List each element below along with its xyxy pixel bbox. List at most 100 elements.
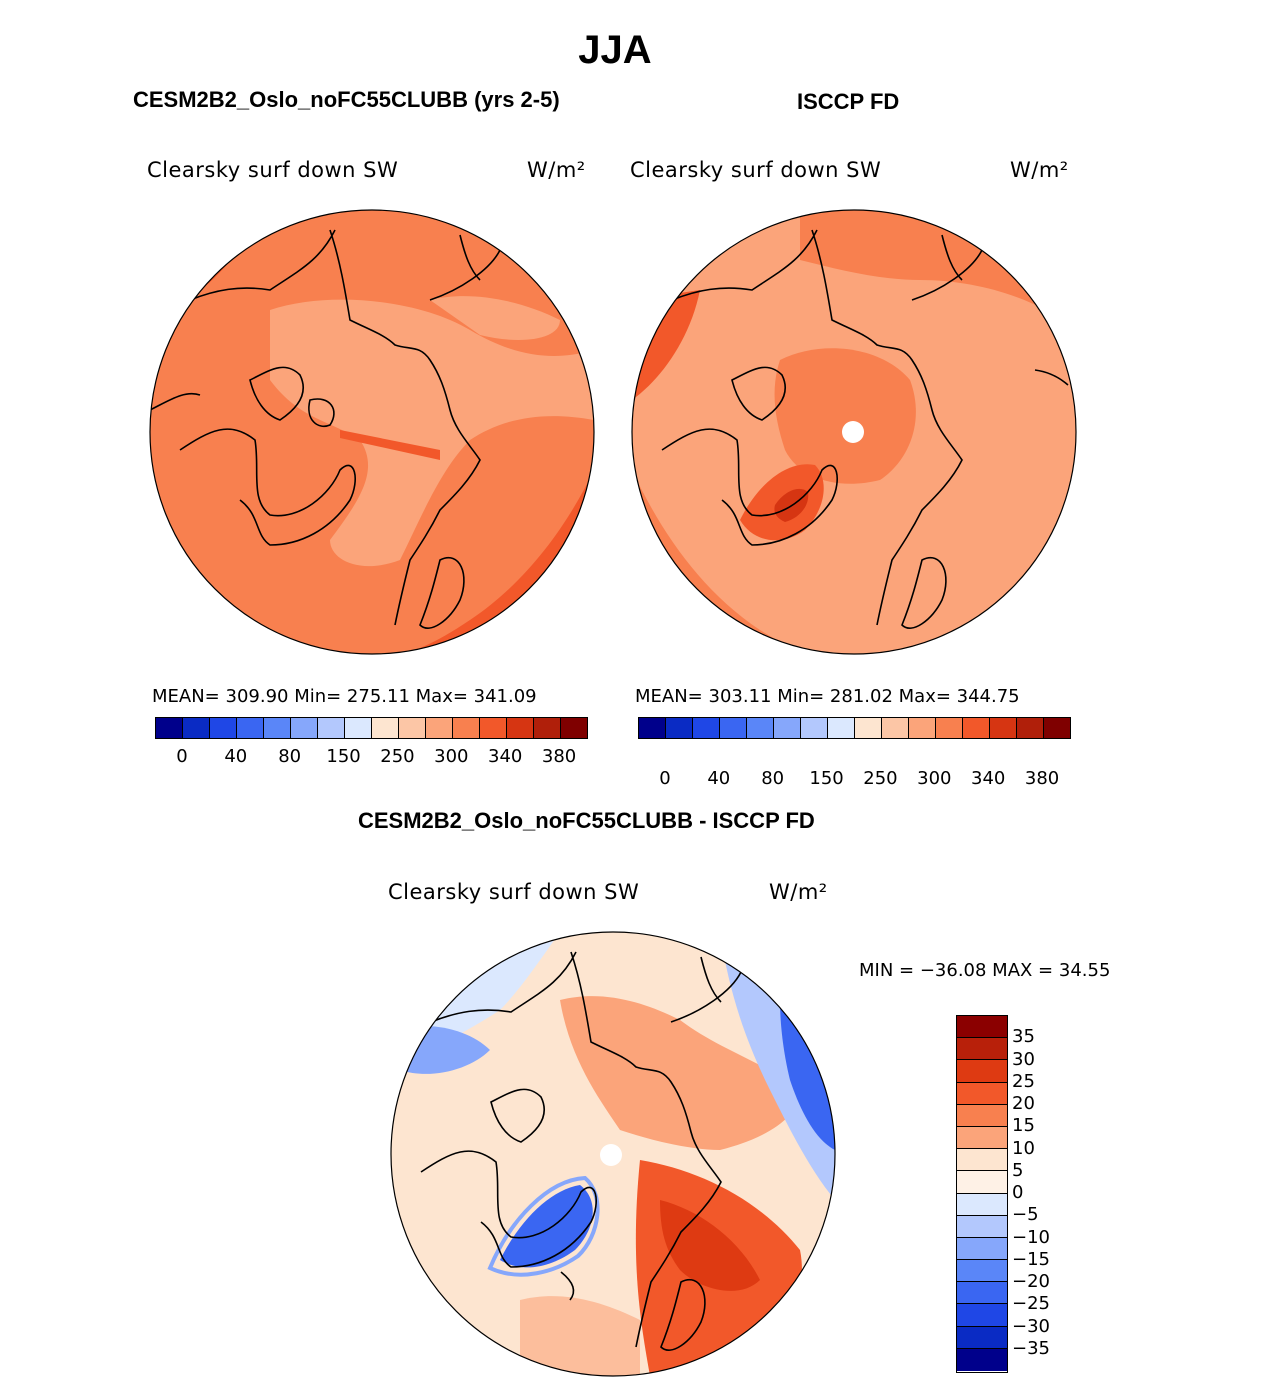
model-map-coastlines: [150, 229, 501, 629]
colorbar-cell: [345, 718, 372, 738]
colorbar-tick-label: 30: [1012, 1048, 1035, 1070]
diff-map-south-warm: [520, 1296, 640, 1376]
colorbar-cell: [774, 718, 801, 738]
colorbar-tick-label: 80: [278, 746, 302, 767]
colorbar-tick-label: 150: [326, 746, 361, 767]
colorbar-cell: [855, 718, 882, 738]
colorbar-tick-label: 25: [1012, 1070, 1035, 1092]
colorbar-cell: [957, 1304, 1007, 1327]
colorbar-tick-label: 0: [659, 768, 671, 789]
colorbar-cell: [453, 718, 480, 738]
colorbar-cell: [561, 718, 587, 738]
model-colorbar-ticks: 0 40 80 150 250 300 340 380: [155, 746, 586, 768]
colorbar-cell: [183, 718, 210, 738]
colorbar-tick-label: −5: [1012, 1204, 1039, 1226]
model-map-pale-patch: [430, 296, 560, 340]
obs-map-coastlines: [661, 229, 1069, 629]
colorbar-cell: [957, 1016, 1007, 1039]
colorbar-cell: [957, 1060, 1007, 1083]
colorbar-cell: [801, 718, 828, 738]
obs-colorbar: [638, 717, 1071, 739]
colorbar-tick-label: 80: [761, 768, 785, 789]
colorbar-tick-label: −25: [1012, 1293, 1050, 1315]
colorbar-tick-label: 20: [1012, 1093, 1035, 1114]
diff-units-label: W/m²: [769, 880, 828, 904]
colorbar-tick-label: 15: [1012, 1115, 1035, 1137]
model-map-pale-band: [270, 299, 594, 567]
colorbar-cell: [639, 718, 666, 738]
obs-map-center-region: [774, 348, 916, 484]
diff-colorbar-ticks: 35 30 25 20 15 10 5 0 −5 −10 −15 −20 −25 −30 −35: [1012, 1015, 1132, 1371]
obs-panel-title: ISCCP FD: [797, 89, 900, 114]
colorbar-cell: [957, 1215, 1007, 1238]
colorbar-cell: [957, 1171, 1007, 1194]
colorbar-tick-label: 40: [224, 746, 248, 767]
colorbar-cell: [828, 718, 855, 738]
colorbar-cell: [957, 1038, 1007, 1061]
colorbar-tick-label: 300: [917, 768, 952, 789]
colorbar-cell: [156, 718, 183, 738]
colorbar-cell: [666, 718, 693, 738]
colorbar-cell: [210, 718, 237, 738]
model-map-dark-streak: [340, 430, 440, 460]
colorbar-cell: [1044, 718, 1070, 738]
model-panel-title: CESM2B2_Oslo_noFC55CLUBB (yrs 2-5): [133, 87, 560, 112]
colorbar-tick-label: 0: [176, 746, 188, 767]
colorbar-cell: [372, 718, 399, 738]
colorbar-tick-label: 340: [488, 746, 523, 767]
colorbar-cell: [426, 718, 453, 738]
diff-map: [391, 932, 835, 1376]
colorbar-cell: [693, 718, 720, 738]
colorbar-cell: [720, 718, 747, 738]
colorbar-cell: [957, 1326, 1007, 1349]
colorbar-tick-label: 300: [434, 746, 469, 767]
diff-colorbar: [956, 1015, 1008, 1373]
colorbar-tick-label: 380: [1024, 768, 1060, 789]
colorbar-cell: [237, 718, 264, 738]
colorbar-cell: [957, 1348, 1007, 1371]
diff-panel-title: CESM2B2_Oslo_noFC55CLUBB - ISCCP FD: [358, 808, 815, 833]
obs-variable-label: Clearsky surf down SW: [630, 158, 882, 182]
diff-map-warm-center: [560, 996, 800, 1150]
colorbar-tick-label: 380: [541, 746, 577, 767]
colorbar-cell: [963, 718, 990, 738]
colorbar-cell: [957, 1193, 1007, 1216]
colorbar-tick-label: 35: [1012, 1026, 1035, 1048]
obs-stats: MEAN= 303.11 Min= 281.02 Max= 344.75: [635, 686, 1020, 707]
colorbar-cell: [747, 718, 774, 738]
colorbar-tick-label: −15: [1012, 1248, 1050, 1270]
colorbar-cell: [909, 718, 936, 738]
colorbar-cell: [291, 718, 318, 738]
diff-map-red-east-core: [660, 1200, 760, 1291]
diff-variable-label: Clearsky surf down SW: [388, 880, 640, 904]
model-map-outline: [149, 209, 595, 655]
diff-map-outline: [390, 931, 836, 1377]
colorbar-cell: [480, 718, 507, 738]
colorbar-tick-label: −35: [1012, 1337, 1050, 1359]
colorbar-cell: [882, 718, 909, 738]
colorbar-tick-label: 5: [1012, 1159, 1024, 1181]
colorbar-tick-label: 10: [1012, 1137, 1035, 1159]
colorbar-cell: [936, 718, 963, 738]
obs-colorbar-ticks: 0 40 80 150 250 300 340 380: [638, 768, 1069, 790]
colorbar-cell: [1017, 718, 1044, 738]
model-units-label: W/m²: [527, 158, 586, 182]
colorbar-cell: [399, 718, 426, 738]
colorbar-tick-label: 40: [707, 768, 731, 789]
colorbar-tick-label: 250: [863, 768, 898, 789]
colorbar-cell: [957, 1104, 1007, 1127]
colorbar-cell: [507, 718, 534, 738]
colorbar-tick-label: −20: [1012, 1271, 1050, 1292]
colorbar-tick-label: 250: [380, 746, 415, 767]
diff-map-pole-hole: [600, 1144, 622, 1166]
model-stats: MEAN= 309.90 Min= 275.11 Max= 341.09: [152, 686, 537, 707]
obs-map-outline: [631, 209, 1077, 655]
colorbar-cell: [957, 1082, 1007, 1105]
obs-units-label: W/m²: [1010, 158, 1069, 182]
colorbar-tick-label: −30: [1012, 1315, 1050, 1337]
model-variable-label: Clearsky surf down SW: [147, 158, 399, 182]
colorbar-cell: [957, 1149, 1007, 1172]
colorbar-tick-label: 340: [971, 768, 1006, 789]
colorbar-cell: [990, 718, 1017, 738]
